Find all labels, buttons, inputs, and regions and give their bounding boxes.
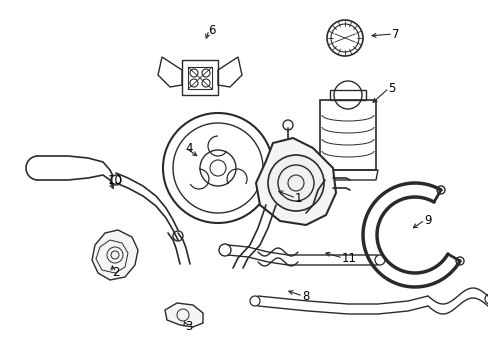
Polygon shape [164,303,203,327]
Text: 2: 2 [112,266,119,279]
Polygon shape [92,230,138,280]
Text: 7: 7 [391,27,399,40]
Text: 5: 5 [387,81,395,94]
Text: 9: 9 [423,213,430,226]
Text: 6: 6 [207,23,215,36]
Text: 4: 4 [184,141,192,154]
Circle shape [267,155,324,211]
Text: 3: 3 [184,320,192,333]
Text: 11: 11 [341,252,356,265]
Text: 10: 10 [108,174,122,186]
Text: 1: 1 [294,192,302,204]
Polygon shape [256,138,335,225]
Text: 8: 8 [302,289,309,302]
